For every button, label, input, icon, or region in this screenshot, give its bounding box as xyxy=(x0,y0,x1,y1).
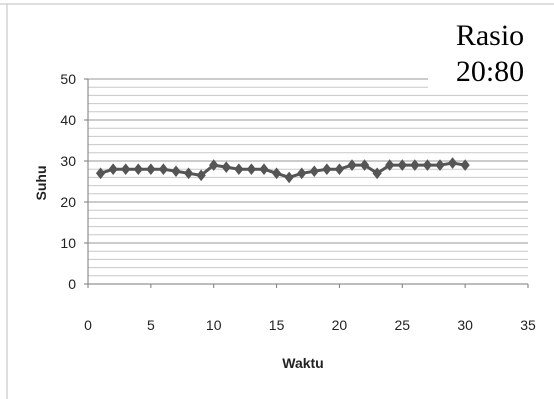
data-point-marker xyxy=(284,171,294,184)
data-point-marker xyxy=(359,159,370,171)
data-point-marker xyxy=(297,167,307,180)
data-point-marker xyxy=(271,167,282,180)
x-tick-label: 15 xyxy=(269,317,285,333)
series-layer xyxy=(95,157,470,184)
y-tick-label: 30 xyxy=(60,153,76,169)
data-point-marker xyxy=(246,163,257,176)
data-point-marker xyxy=(422,159,433,171)
x-tick-label: 20 xyxy=(332,317,348,333)
data-point-marker xyxy=(397,159,407,171)
data-point-marker xyxy=(334,163,345,176)
data-point-marker xyxy=(347,159,357,171)
data-point-marker xyxy=(121,163,131,176)
chart-title: Rasio 20:80 xyxy=(428,18,552,90)
x-tick-label: 0 xyxy=(84,317,92,333)
data-point-marker xyxy=(183,167,194,180)
chart-title-line-1: Rasio xyxy=(455,19,525,52)
data-point-marker xyxy=(322,163,332,176)
x-tick-label: 30 xyxy=(457,317,473,333)
data-point-marker xyxy=(460,159,470,171)
y-tick-label: 10 xyxy=(60,235,76,251)
data-point-marker xyxy=(158,163,169,176)
data-point-marker xyxy=(410,159,420,171)
data-point-marker xyxy=(95,167,106,180)
data-point-marker xyxy=(171,165,181,178)
data-point-marker xyxy=(234,163,244,176)
tick-labels: 0 10 20 30 40 50 0 5 10 15 20 25 30 35 xyxy=(60,71,536,333)
data-point-marker xyxy=(146,163,156,176)
y-tick-label: 40 xyxy=(60,112,76,128)
data-point-marker xyxy=(372,167,382,180)
x-tick-label: 10 xyxy=(206,317,222,333)
data-point-marker xyxy=(108,163,118,176)
data-point-marker xyxy=(385,159,395,171)
data-point-marker xyxy=(435,159,445,171)
chart-title-line-2: 20:80 xyxy=(455,55,525,88)
y-tick-label: 50 xyxy=(60,71,76,87)
data-point-marker xyxy=(309,165,319,178)
gridlines xyxy=(88,78,528,285)
data-point-marker xyxy=(196,169,206,182)
data-point-marker xyxy=(259,163,269,176)
y-tick-label: 20 xyxy=(60,194,76,210)
x-axis-label: Waktu xyxy=(282,355,323,371)
axes xyxy=(84,78,529,288)
y-axis-label: Suhu xyxy=(33,166,49,201)
x-tick-label: 25 xyxy=(394,317,410,333)
data-point-marker xyxy=(447,157,458,169)
x-tick-label: 35 xyxy=(520,317,536,333)
data-point-marker xyxy=(133,163,143,176)
x-tick-label: 5 xyxy=(147,317,155,333)
data-point-marker xyxy=(221,161,231,173)
y-tick-label: 0 xyxy=(68,276,76,292)
data-point-marker xyxy=(209,159,219,171)
